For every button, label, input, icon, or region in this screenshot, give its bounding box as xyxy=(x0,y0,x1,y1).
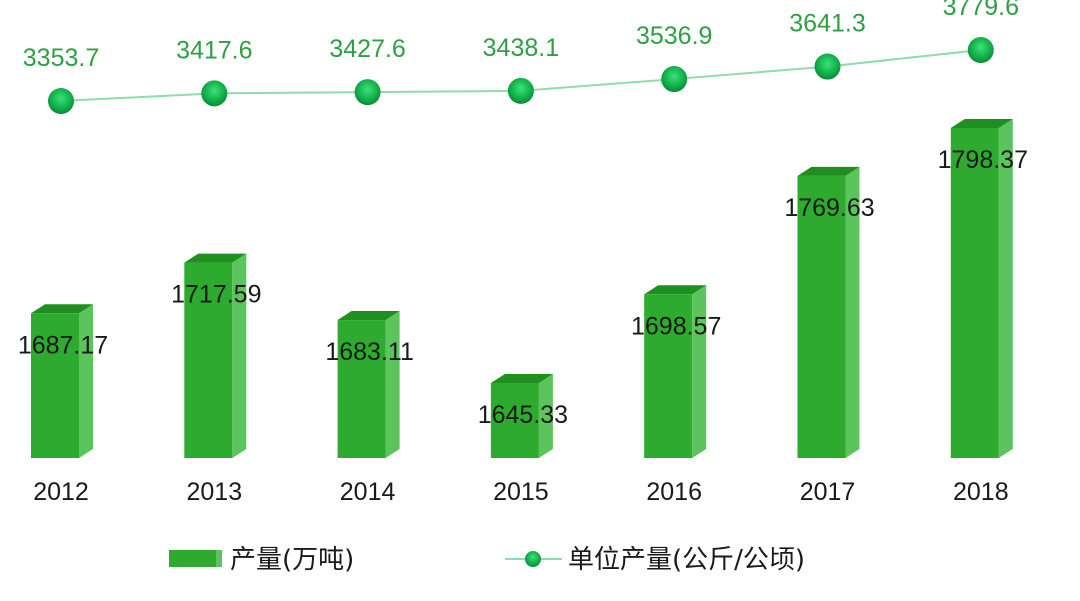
x-tick-label: 2013 xyxy=(186,478,242,506)
bar-2016 xyxy=(644,285,707,458)
legend-item-bar: 产量(万吨) xyxy=(169,545,354,575)
bar-2018 xyxy=(950,119,1013,458)
line-point-2018 xyxy=(967,37,994,63)
line-value-label: 3438.1 xyxy=(483,34,559,62)
bar-top-2016 xyxy=(644,285,707,295)
bar-value-label: 1698.57 xyxy=(631,312,721,340)
bar-front-2016 xyxy=(644,294,693,458)
x-tick-label: 2015 xyxy=(493,478,549,506)
bar-front-2017 xyxy=(797,175,846,458)
bar-front-2014 xyxy=(337,320,386,458)
bar-value-label: 1683.11 xyxy=(325,338,414,366)
line-point-2014 xyxy=(354,79,381,106)
bar-2013 xyxy=(184,253,247,458)
bar-front-2013 xyxy=(184,262,233,458)
legend-item-line: 单位产量(公斤/公顷) xyxy=(505,545,805,575)
bar-front-2015 xyxy=(490,383,539,458)
bar-side-2012 xyxy=(79,304,93,458)
bar-value-label: 1798.37 xyxy=(938,146,1028,174)
line-point-2015 xyxy=(507,77,534,104)
bar-side-2013 xyxy=(232,253,247,458)
line-value-label: 3427.6 xyxy=(329,35,405,63)
bar-top-2017 xyxy=(797,166,860,176)
x-tick-label: 2018 xyxy=(953,478,1009,506)
bar-side-2018 xyxy=(998,119,1013,458)
x-tick-label: 2014 xyxy=(340,478,396,506)
bar-front-2018 xyxy=(950,128,999,458)
bar-2015 xyxy=(490,374,553,458)
bar-series-layer: 1687.17 1717.59 1683.11 1645.33 1698.57 1769.… xyxy=(18,119,1028,458)
line-value-label: 3779.6 xyxy=(943,0,1019,21)
line-value-label: 3641.3 xyxy=(789,10,865,38)
legend-bar-swatch xyxy=(169,550,222,567)
bar-value-label: 1645.33 xyxy=(478,401,568,429)
bar-value-label: 1717.59 xyxy=(171,281,261,309)
line-point-2013 xyxy=(201,80,228,107)
x-tick-label: 2012 xyxy=(33,478,89,506)
legend-label-bar: 产量(万吨) xyxy=(230,545,354,575)
line-point-2016 xyxy=(661,66,688,93)
line-point-2017 xyxy=(814,53,841,80)
bar-2017 xyxy=(797,166,860,458)
bar-top-2018 xyxy=(950,119,1013,128)
legend: 产量(万吨) 单位产量(公斤/公顷) xyxy=(169,545,805,575)
line-point-2012 xyxy=(48,88,74,114)
bar-side-2016 xyxy=(692,285,707,458)
bar-front-2012 xyxy=(31,313,79,458)
bar-top-2013 xyxy=(184,253,247,263)
bar-top-2015 xyxy=(490,374,553,383)
bar-2014 xyxy=(337,311,400,458)
x-tick-label: 2017 xyxy=(800,478,856,506)
bar-side-2014 xyxy=(385,311,400,458)
bar-2012 xyxy=(31,304,93,458)
legend-label-line: 单位产量(公斤/公顷) xyxy=(568,545,805,575)
line-series-layer: 3353.7 3417.6 3427.6 3438.1 3536.9 3641.3 3779… xyxy=(23,0,1019,114)
x-tick-label: 2016 xyxy=(646,478,702,506)
line-value-label: 3353.7 xyxy=(23,44,99,72)
legend-bar-swatch-side xyxy=(216,550,222,567)
bar-value-label: 1769.63 xyxy=(784,194,874,222)
legend-dot-swatch xyxy=(525,551,541,567)
bar-side-2015 xyxy=(538,374,553,458)
bar-side-2017 xyxy=(845,166,860,458)
bar-top-2012 xyxy=(31,304,93,314)
line-value-label: 3536.9 xyxy=(636,22,712,50)
bar-top-2014 xyxy=(337,311,400,321)
bar-value-label: 1687.17 xyxy=(18,331,108,359)
x-axis: 2012 2013 2014 2015 2016 2017 2018 xyxy=(33,478,1008,506)
line-value-label: 3417.6 xyxy=(176,36,252,64)
